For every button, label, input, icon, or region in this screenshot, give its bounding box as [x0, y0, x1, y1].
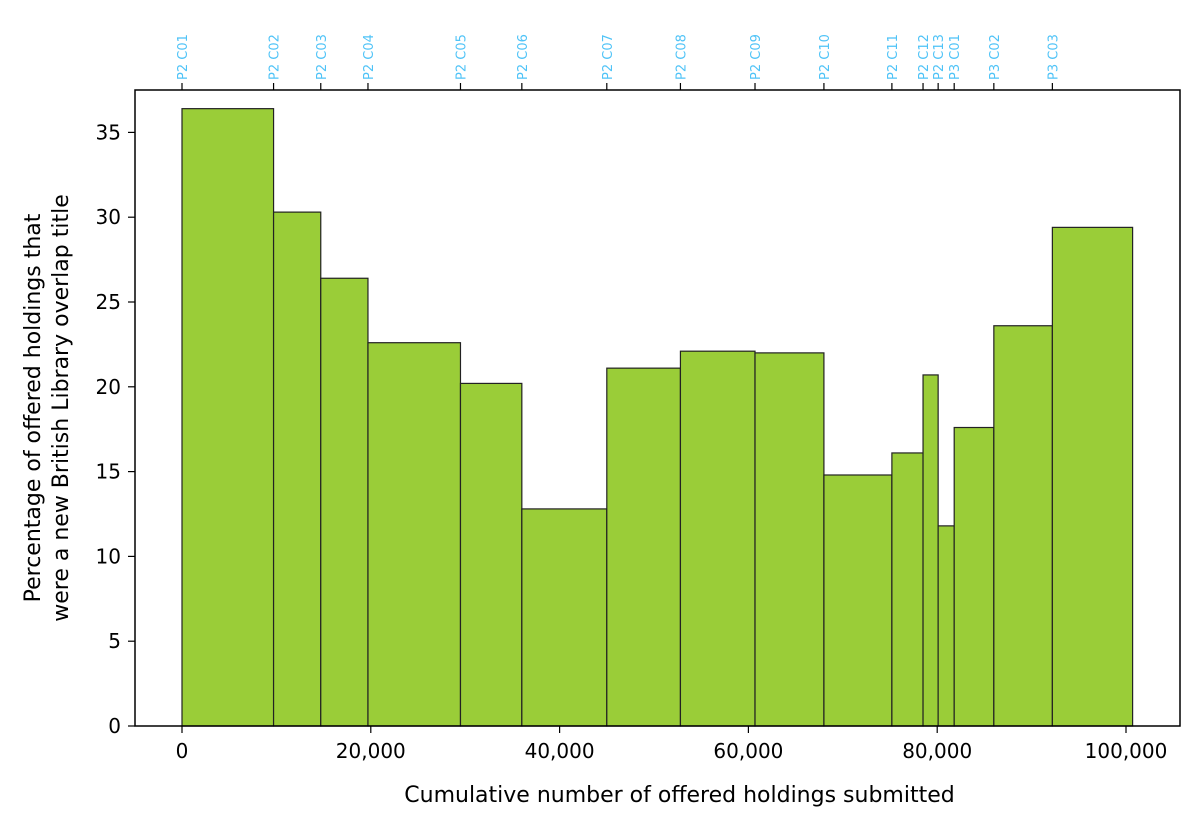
- bar-p2-c02: [272, 211, 322, 727]
- x-tick-label: 60,000: [713, 739, 783, 763]
- top-label: P2 C12: [917, 34, 932, 80]
- x-tick-label: 100,000: [1085, 739, 1168, 763]
- bar-p3-c02: [993, 325, 1053, 727]
- y-axis-title: Percentage of offered holdings that were …: [21, 194, 74, 622]
- y-tick-label: 30: [96, 205, 121, 229]
- bar-p2-c11: [891, 452, 924, 727]
- top-label: P2 C02: [268, 34, 283, 80]
- bar-p2-c07: [606, 367, 682, 727]
- top-label: P3 C02: [988, 34, 1003, 80]
- top-label: P2 C04: [362, 34, 377, 80]
- bar-p2-c12: [922, 374, 939, 727]
- y-tick-label: 15: [96, 460, 121, 484]
- top-axis: P2 C01 P2 C02 P2 C03 P2 C04 P2 C05 P2 C06 P2 C…: [176, 34, 1061, 90]
- top-label: P2 C09: [749, 34, 764, 80]
- y-tick-label: 25: [96, 290, 121, 314]
- top-label: P2 C10: [818, 34, 833, 80]
- bar-p2-c01: [181, 108, 275, 727]
- bar-p2-c04: [367, 342, 462, 727]
- bar-p2-c05: [459, 382, 523, 727]
- top-label: P2 C08: [674, 34, 689, 80]
- bar-p2-c13: [937, 525, 955, 727]
- bar-p2-c03: [320, 277, 369, 727]
- bar-p3-c03: [1051, 226, 1134, 727]
- bar-p2-c08: [679, 350, 756, 727]
- y-axis: 0 5 10 15 20 25 30 35: [96, 120, 135, 738]
- top-label: P2 C05: [454, 34, 469, 80]
- top-label: P2 C13: [932, 34, 947, 80]
- x-tick-label: 20,000: [336, 739, 406, 763]
- plot-frame: [134, 89, 1181, 727]
- y-tick-label: 20: [96, 375, 121, 399]
- x-axis-title: Cumulative number of offered holdings su…: [404, 783, 954, 808]
- top-label: P2 C07: [601, 34, 616, 80]
- top-label: P3 C01: [948, 34, 963, 80]
- y-axis-title-line: were a new British Library overlap title: [49, 194, 74, 622]
- bar-p2-c09: [754, 352, 825, 727]
- top-label: P2 C11: [886, 34, 901, 80]
- x-tick-label: 40,000: [525, 739, 595, 763]
- x-tick-label: 80,000: [902, 739, 972, 763]
- top-label: P3 C03: [1046, 34, 1061, 80]
- top-label: P2 C06: [516, 34, 531, 80]
- bar-p3-c01: [953, 426, 995, 727]
- bar-p2-c06: [521, 508, 608, 727]
- y-tick-label: 10: [96, 544, 121, 568]
- top-label: P2 C01: [176, 34, 191, 80]
- plot-area: [134, 89, 1181, 727]
- bar-p2-c10: [823, 474, 893, 727]
- y-tick-label: 5: [108, 629, 121, 653]
- x-axis: 0 20,000 40,000 60,000 80,000 100,000: [176, 726, 1168, 763]
- top-label: P2 C03: [315, 34, 330, 80]
- y-axis-title-line: Percentage of offered holdings that: [21, 213, 46, 602]
- y-tick-label: 0: [108, 714, 121, 738]
- x-tick-label: 0: [176, 739, 189, 763]
- y-tick-label: 35: [96, 120, 121, 144]
